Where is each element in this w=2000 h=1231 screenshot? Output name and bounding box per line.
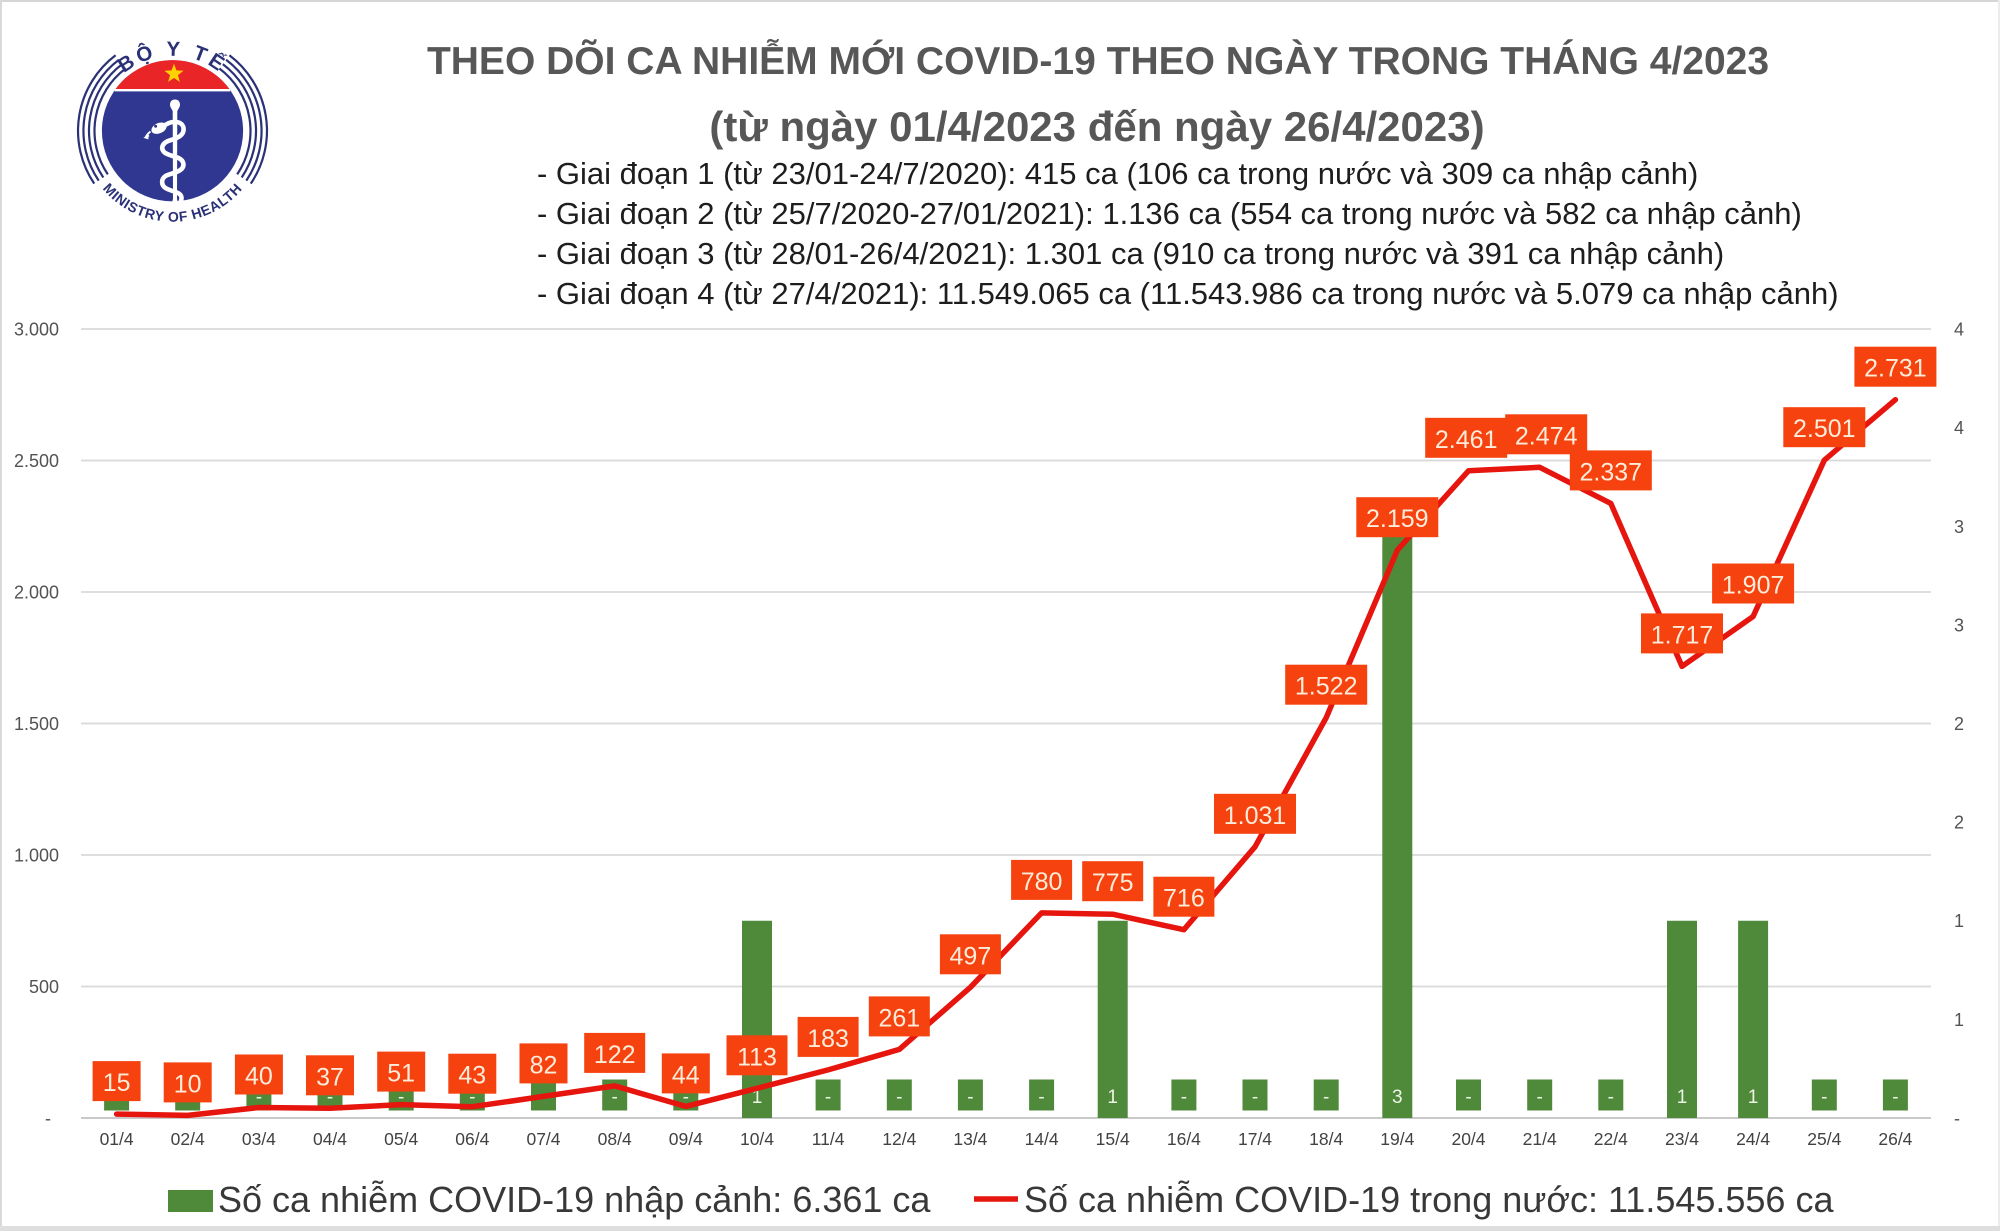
svg-text:18/4: 18/4 <box>1309 1129 1343 1149</box>
svg-text:02/4: 02/4 <box>171 1129 205 1149</box>
svg-text:3: 3 <box>1954 517 1964 537</box>
svg-text:15/4: 15/4 <box>1096 1129 1130 1149</box>
svg-text:51: 51 <box>387 1060 415 1088</box>
svg-text:3: 3 <box>1954 615 1964 635</box>
svg-text:04/4: 04/4 <box>313 1129 347 1149</box>
svg-text:03/4: 03/4 <box>242 1129 276 1149</box>
svg-text:25/4: 25/4 <box>1807 1129 1841 1149</box>
svg-text:09/4: 09/4 <box>669 1129 703 1149</box>
svg-text:1.522: 1.522 <box>1295 673 1358 701</box>
svg-text:261: 261 <box>878 1004 920 1032</box>
svg-text:Số ca nhiễm COVID-19 trong nướ: Số ca nhiễm COVID-19 trong nước: 11.545.… <box>1024 1179 1834 1220</box>
svg-text:122: 122 <box>594 1041 636 1069</box>
svg-text:21/4: 21/4 <box>1523 1129 1557 1149</box>
svg-text:1: 1 <box>1954 1010 1964 1030</box>
svg-text:183: 183 <box>807 1025 849 1053</box>
svg-text:40: 40 <box>245 1063 273 1091</box>
svg-text:-: - <box>398 1087 404 1108</box>
svg-text:01/4: 01/4 <box>100 1129 134 1149</box>
svg-text:1.717: 1.717 <box>1651 621 1714 649</box>
svg-text:500: 500 <box>29 977 59 997</box>
svg-text:10/4: 10/4 <box>740 1129 774 1149</box>
svg-text:-: - <box>256 1087 262 1108</box>
svg-text:1: 1 <box>1677 1087 1688 1108</box>
svg-text:1: 1 <box>752 1087 763 1108</box>
svg-text:3: 3 <box>1392 1087 1403 1108</box>
svg-text:26/4: 26/4 <box>1878 1129 1912 1149</box>
svg-text:05/4: 05/4 <box>384 1129 418 1149</box>
svg-text:11/4: 11/4 <box>812 1129 845 1149</box>
svg-text:14/4: 14/4 <box>1025 1129 1059 1149</box>
svg-text:2.501: 2.501 <box>1793 415 1856 443</box>
svg-text:497: 497 <box>950 942 992 970</box>
svg-text:2: 2 <box>1954 714 1964 734</box>
svg-text:22/4: 22/4 <box>1594 1129 1628 1149</box>
svg-text:-: - <box>1821 1087 1827 1108</box>
svg-text:1: 1 <box>1954 911 1964 931</box>
svg-text:4: 4 <box>1954 320 1964 340</box>
svg-text:2.337: 2.337 <box>1580 458 1643 486</box>
svg-text:-: - <box>45 1109 51 1129</box>
svg-text:2.000: 2.000 <box>14 583 59 603</box>
svg-text:13/4: 13/4 <box>953 1129 987 1149</box>
svg-text:-: - <box>967 1087 973 1108</box>
svg-text:-: - <box>1537 1087 1543 1108</box>
svg-text:-: - <box>469 1087 475 1108</box>
svg-text:12/4: 12/4 <box>882 1129 916 1149</box>
svg-text:10: 10 <box>174 1070 202 1098</box>
svg-text:2: 2 <box>1954 813 1964 833</box>
svg-text:-: - <box>683 1087 689 1108</box>
svg-text:24/4: 24/4 <box>1736 1129 1770 1149</box>
svg-text:113: 113 <box>737 1043 777 1071</box>
svg-text:4: 4 <box>1954 418 1964 438</box>
svg-text:-: - <box>1038 1087 1044 1108</box>
svg-text:-: - <box>612 1087 618 1108</box>
svg-text:1.907: 1.907 <box>1722 572 1785 600</box>
svg-text:06/4: 06/4 <box>455 1129 489 1149</box>
svg-text:2.461: 2.461 <box>1435 426 1498 454</box>
svg-text:-: - <box>1892 1087 1898 1108</box>
svg-text:1.000: 1.000 <box>14 846 59 866</box>
svg-text:1: 1 <box>1748 1087 1759 1108</box>
svg-text:3.000: 3.000 <box>14 320 59 340</box>
svg-text:1.500: 1.500 <box>14 714 59 734</box>
svg-text:23/4: 23/4 <box>1665 1129 1699 1149</box>
svg-text:1.031: 1.031 <box>1224 802 1287 830</box>
svg-text:07/4: 07/4 <box>526 1129 560 1149</box>
svg-text:-: - <box>1181 1087 1187 1108</box>
svg-text:1: 1 <box>1107 1087 1118 1108</box>
svg-text:Số ca nhiễm COVID-19 nhập cảnh: Số ca nhiễm COVID-19 nhập cảnh: 6.361 ca <box>218 1179 931 1220</box>
svg-text:780: 780 <box>1021 868 1063 896</box>
svg-text:17/4: 17/4 <box>1238 1129 1272 1149</box>
svg-text:16/4: 16/4 <box>1167 1129 1201 1149</box>
svg-text:19/4: 19/4 <box>1380 1129 1414 1149</box>
svg-text:44: 44 <box>672 1061 700 1089</box>
svg-text:-: - <box>825 1087 831 1108</box>
svg-text:-: - <box>1252 1087 1258 1108</box>
svg-text:2.500: 2.500 <box>14 451 59 471</box>
svg-text:716: 716 <box>1163 885 1205 913</box>
svg-text:-: - <box>327 1087 333 1108</box>
svg-text:20/4: 20/4 <box>1451 1129 1485 1149</box>
svg-text:2.731: 2.731 <box>1864 355 1927 383</box>
svg-text:43: 43 <box>458 1062 486 1090</box>
svg-text:-: - <box>896 1087 902 1108</box>
svg-text:2.159: 2.159 <box>1366 505 1429 533</box>
svg-text:-: - <box>1608 1087 1614 1108</box>
svg-text:15: 15 <box>103 1069 131 1097</box>
svg-text:775: 775 <box>1092 869 1134 897</box>
svg-text:-: - <box>1954 1109 1960 1129</box>
svg-text:08/4: 08/4 <box>598 1129 632 1149</box>
svg-text:-: - <box>1465 1087 1471 1108</box>
svg-text:-: - <box>1323 1087 1329 1108</box>
svg-text:2.474: 2.474 <box>1515 422 1578 450</box>
svg-text:82: 82 <box>530 1051 558 1079</box>
svg-text:37: 37 <box>316 1063 344 1091</box>
